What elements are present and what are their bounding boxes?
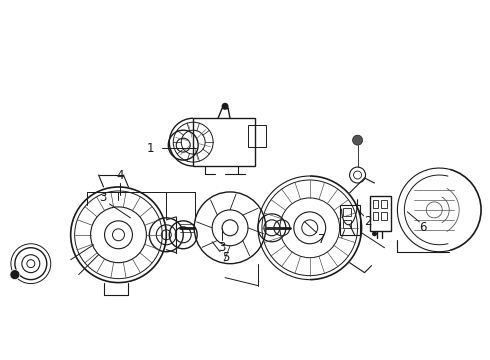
Bar — [340, 205, 360, 235]
Text: 3: 3 — [99, 192, 106, 204]
Text: 7: 7 — [318, 233, 325, 246]
Bar — [343, 220, 350, 228]
Circle shape — [353, 135, 363, 145]
Circle shape — [372, 231, 377, 236]
Bar — [193, 118, 255, 166]
Text: 2: 2 — [364, 215, 371, 228]
Circle shape — [10, 270, 20, 280]
Text: 6: 6 — [419, 221, 427, 234]
Text: 3: 3 — [219, 241, 226, 254]
Bar — [372, 212, 378, 220]
Text: 5: 5 — [222, 251, 230, 264]
Bar — [382, 200, 388, 208]
Bar — [343, 208, 350, 216]
Bar — [248, 125, 266, 147]
Bar — [372, 200, 378, 208]
Text: 4: 4 — [117, 168, 124, 181]
Text: 1: 1 — [147, 141, 154, 155]
Bar — [382, 212, 388, 220]
Bar — [369, 196, 392, 231]
Circle shape — [221, 103, 228, 110]
